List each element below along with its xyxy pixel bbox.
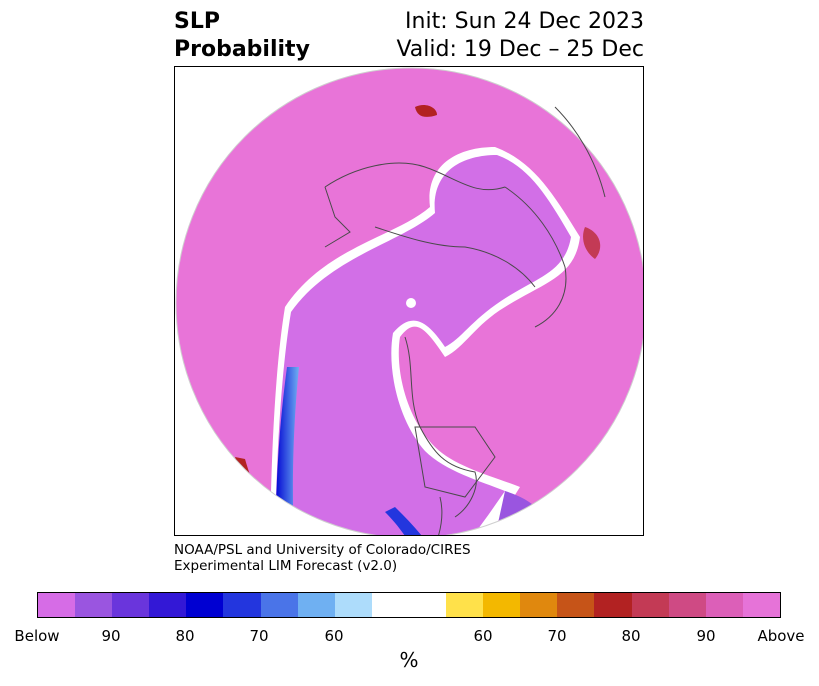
init-date: Init: Sun 24 Dec 2023 (405, 9, 644, 34)
colorbar-segment (334, 593, 372, 617)
colorbar-segment (446, 593, 484, 617)
colorbar-segment (594, 593, 632, 617)
colorbar (37, 592, 781, 618)
valid-range: Valid: 19 Dec – 25 Dec (396, 37, 644, 62)
title-left: SLP Probability (174, 8, 310, 64)
colorbar-tick-label: 60 (473, 627, 493, 645)
blue-core-south (385, 507, 445, 535)
credit-line-1: NOAA/PSL and University of Colorado/CIRE… (174, 542, 471, 558)
colorbar-tick-label: 90 (696, 627, 716, 645)
colorbar-segment (297, 593, 335, 617)
colorbar-segment (557, 593, 595, 617)
colorbar-tick-label: Above (757, 627, 805, 645)
colorbar-segment (112, 593, 150, 617)
coastlines (175, 67, 643, 535)
colorbar-segment (520, 593, 558, 617)
coastline-florida (438, 496, 443, 535)
colorbar-segment (260, 593, 298, 617)
coastline-middle-east (554, 106, 606, 198)
colorbar-segment (668, 593, 706, 617)
colorbar-segment (75, 593, 113, 617)
colorbar-segment (371, 593, 409, 617)
title-variable: SLP (174, 9, 220, 34)
colorbar-segment (38, 593, 76, 617)
colorbar-tick-label: 60 (324, 627, 344, 645)
map-panel (174, 66, 644, 536)
colorbar-segment (483, 593, 521, 617)
colorbar-segment (705, 593, 743, 617)
map-boundary (175, 67, 643, 535)
coastline-north-america-west (404, 336, 477, 518)
colorbar-tick-label: 80 (621, 627, 641, 645)
red-spot-east (583, 227, 601, 259)
colorbar-segment (631, 593, 669, 617)
coastline-asia-east (504, 186, 567, 328)
colorbar-tick-label: Below (14, 627, 60, 645)
colorbar-tick-label: 70 (547, 627, 567, 645)
united-states-outline (414, 426, 496, 498)
colorbar-segment (223, 593, 261, 617)
colorbar-segment (742, 593, 780, 617)
below-region (275, 155, 571, 535)
red-spot-north (415, 104, 437, 117)
polar-map (175, 67, 643, 535)
title-type: Probability (174, 37, 310, 62)
colorbar-tick-label: 90 (101, 627, 121, 645)
colorbar-unit: % (399, 648, 419, 672)
coastline-scandinavia (324, 186, 351, 248)
colorbar-tick-label: 80 (175, 627, 195, 645)
colorbar-segment (149, 593, 187, 617)
colorbar-segment (186, 593, 224, 617)
coastline-siberia (374, 226, 536, 288)
credit: NOAA/PSL and University of Colorado/CIRE… (174, 542, 471, 574)
colorbar-tick-label: 70 (249, 627, 269, 645)
credit-line-2: Experimental LIM Forecast (v2.0) (174, 558, 398, 574)
colorbar-segment (408, 593, 447, 617)
coastline-europe (324, 162, 506, 191)
north-pole-marker (406, 298, 416, 308)
title-right: Init: Sun 24 Dec 2023 Valid: 19 Dec – 25… (396, 8, 644, 64)
